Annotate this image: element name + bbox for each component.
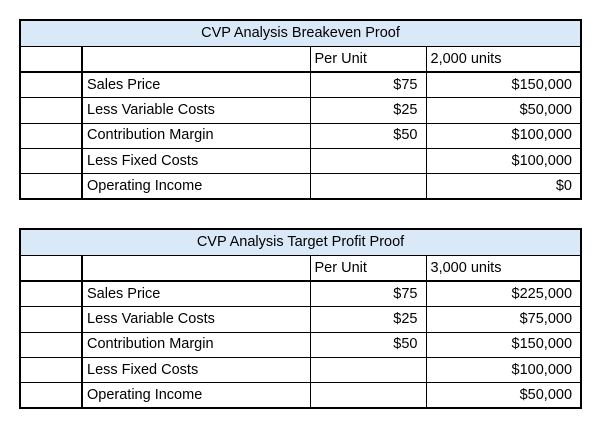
table-title-row: CVP Analysis Target Profit Proof: [18, 228, 583, 256]
total-value: $0: [425, 172, 582, 201]
row-label: Contribution Margin: [81, 122, 311, 149]
total-value: $50,000: [425, 97, 582, 124]
column-header-per-unit: Per Unit: [309, 255, 427, 283]
row-label: Sales Price: [81, 280, 311, 308]
table-row: Sales Price $75 $225,000: [19, 280, 583, 308]
per-unit-value: $50: [309, 331, 427, 358]
row-label: Operating Income: [81, 172, 311, 201]
breakeven-proof-table: CVP Analysis Breakeven Proof Per Unit 2,…: [19, 19, 582, 201]
header-row: Per Unit 3,000 units: [19, 255, 583, 283]
empty-cell: [19, 71, 83, 99]
per-unit-value: $75: [309, 71, 427, 99]
empty-cell: [19, 122, 83, 149]
total-value: $100,000: [425, 147, 582, 174]
table-row: Less Variable Costs $25 $50,000: [19, 97, 582, 124]
row-label: Less Variable Costs: [81, 97, 311, 124]
empty-cell: [19, 356, 83, 383]
table-row: Operating Income $0: [19, 172, 582, 201]
column-header-total: 2,000 units: [425, 46, 582, 74]
empty-cell: [19, 331, 83, 358]
empty-cell: [19, 306, 83, 333]
table-title-row: CVP Analysis Breakeven Proof: [19, 19, 582, 47]
empty-cell: [19, 255, 83, 283]
table-row: Contribution Margin $50 $150,000: [19, 331, 583, 358]
per-unit-value: $50: [309, 122, 427, 149]
table-row: Less Fixed Costs $100,000: [19, 147, 582, 174]
target-profit-proof-table: CVP Analysis Target Profit Proof Per Uni…: [18, 228, 583, 410]
total-value: $150,000: [425, 331, 583, 358]
column-header-total: 3,000 units: [425, 255, 583, 283]
row-label: Sales Price: [81, 71, 311, 99]
empty-cell: [81, 255, 311, 283]
total-value: $75,000: [425, 306, 583, 333]
header-row: Per Unit 2,000 units: [19, 46, 582, 74]
total-value: $225,000: [425, 280, 583, 308]
per-unit-value: [309, 147, 427, 174]
empty-cell: [81, 46, 311, 74]
total-value: $100,000: [425, 122, 582, 149]
per-unit-value: [309, 172, 427, 201]
per-unit-value: $25: [309, 306, 427, 333]
empty-cell: [19, 172, 83, 201]
total-value: $150,000: [425, 71, 582, 99]
column-header-per-unit: Per Unit: [309, 46, 427, 74]
empty-cell: [19, 280, 83, 308]
table-title: CVP Analysis Breakeven Proof: [19, 19, 582, 47]
table-row: Sales Price $75 $150,000: [19, 71, 582, 99]
row-label: Less Fixed Costs: [81, 147, 311, 174]
table-row: Less Fixed Costs $100,000: [19, 356, 583, 383]
table-title: CVP Analysis Target Profit Proof: [18, 228, 583, 256]
row-label: Contribution Margin: [81, 331, 311, 358]
row-label: Less Variable Costs: [81, 306, 311, 333]
empty-cell: [19, 147, 83, 174]
per-unit-value: [309, 381, 427, 410]
table-row: Operating Income $50,000: [19, 381, 583, 410]
empty-cell: [19, 97, 83, 124]
table-row: Contribution Margin $50 $100,000: [19, 122, 582, 149]
empty-cell: [19, 381, 83, 410]
per-unit-value: $25: [309, 97, 427, 124]
per-unit-value: [309, 356, 427, 383]
empty-cell: [19, 46, 83, 74]
total-value: $50,000: [425, 381, 583, 410]
total-value: $100,000: [425, 356, 583, 383]
row-label: Less Fixed Costs: [81, 356, 311, 383]
per-unit-value: $75: [309, 280, 427, 308]
table-row: Less Variable Costs $25 $75,000: [19, 306, 583, 333]
row-label: Operating Income: [81, 381, 311, 410]
